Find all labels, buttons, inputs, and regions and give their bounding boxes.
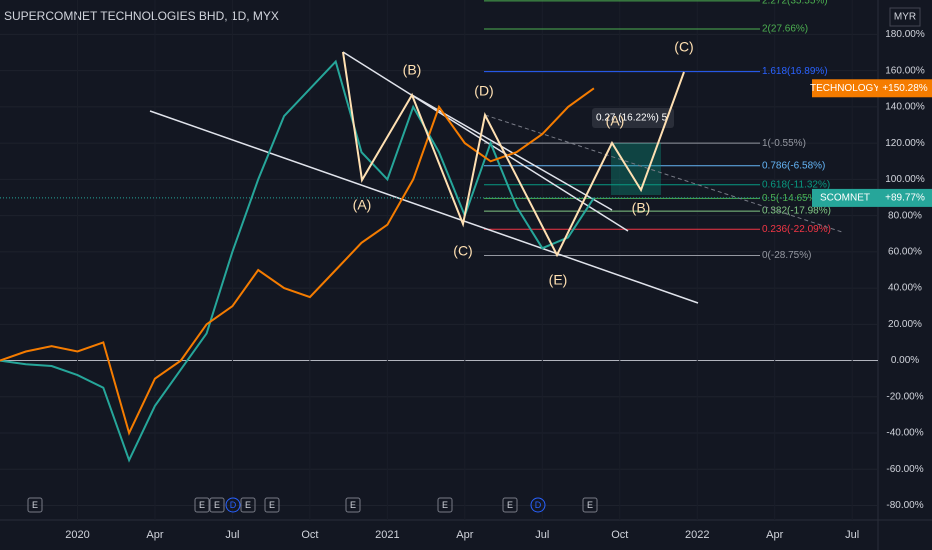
wave-label: (C) bbox=[453, 243, 472, 259]
value-tag bbox=[878, 188, 932, 207]
x-tick-label: Apr bbox=[456, 529, 473, 541]
x-tick-label: Oct bbox=[611, 529, 628, 541]
wave-label: (B) bbox=[632, 200, 651, 216]
y-tick-label: -80.00% bbox=[886, 500, 923, 511]
x-tick-label: 2021 bbox=[375, 529, 399, 541]
fib-label: 0(-28.75%) bbox=[762, 250, 811, 261]
x-tick-label: Oct bbox=[301, 529, 318, 541]
currency-box bbox=[889, 7, 921, 27]
name-tag bbox=[812, 79, 878, 98]
trend-line bbox=[149, 110, 699, 304]
measure-label: 0.27 (16.22%) 5 bbox=[596, 113, 668, 124]
y-tick-label: 80.00% bbox=[888, 210, 922, 221]
event-badge bbox=[582, 497, 598, 513]
event-badge bbox=[345, 497, 361, 513]
x-tick-label: 2022 bbox=[685, 529, 709, 541]
wave-label: (A) bbox=[353, 197, 372, 213]
event-badge bbox=[225, 497, 241, 513]
event-label: D bbox=[535, 500, 542, 510]
x-tick-label: Jul bbox=[225, 529, 239, 541]
event-label: E bbox=[245, 500, 251, 510]
x-tick-label: 2020 bbox=[65, 529, 89, 541]
fib-label: 1.618(16.89%) bbox=[762, 66, 828, 77]
x-tick-label: Apr bbox=[766, 529, 783, 541]
currency: MYR bbox=[894, 12, 916, 23]
fib-label: 0.618(-11.32%) bbox=[762, 179, 830, 190]
series-name: TECHNOLOGY bbox=[810, 83, 880, 94]
value-label: +150.28% bbox=[882, 83, 927, 94]
event-label: E bbox=[507, 500, 513, 510]
value-tag bbox=[878, 79, 932, 98]
name-tag bbox=[812, 188, 878, 207]
y-tick-label: 160.00% bbox=[885, 65, 925, 76]
chart-title: SUPERCOMNET TECHNOLOGIES BHD, 1D, MYX bbox=[4, 9, 279, 23]
y-tick-label: -20.00% bbox=[886, 391, 923, 402]
measure-box bbox=[611, 143, 661, 195]
fib-label: 0.236(-22.09%) bbox=[762, 224, 831, 235]
event-badge bbox=[209, 497, 225, 513]
y-tick-label: 140.00% bbox=[885, 102, 925, 113]
x-tick-label: Apr bbox=[146, 529, 163, 541]
event-badge bbox=[27, 497, 43, 513]
y-tick-label: 100.00% bbox=[885, 174, 925, 185]
event-badge bbox=[194, 497, 210, 513]
wave-label: (E) bbox=[549, 272, 568, 288]
y-tick-label: 120.00% bbox=[885, 138, 925, 149]
y-tick-label: -40.00% bbox=[886, 428, 923, 439]
series-line bbox=[0, 87, 595, 436]
fib-label: 0.5(-14.65%) bbox=[762, 193, 820, 204]
event-badge bbox=[502, 497, 518, 513]
y-tick-label: 40.00% bbox=[888, 283, 922, 294]
event-badge bbox=[437, 497, 453, 513]
value-label: +89.77% bbox=[885, 193, 925, 204]
event-badge bbox=[530, 497, 546, 513]
event-badge bbox=[264, 497, 280, 513]
series-line bbox=[0, 59, 595, 463]
x-tick-label: Jul bbox=[845, 529, 859, 541]
trend-line bbox=[342, 51, 629, 232]
event-label: E bbox=[442, 500, 448, 510]
y-tick-label: 20.00% bbox=[888, 319, 922, 330]
x-tick-label: Jul bbox=[535, 529, 549, 541]
fib-label: 0.786(-6.58%) bbox=[762, 160, 825, 171]
wave-label: (A) bbox=[606, 113, 625, 129]
wave-line bbox=[342, 51, 685, 258]
event-label: E bbox=[214, 500, 220, 510]
fib-label: 2(27.66%) bbox=[762, 24, 808, 35]
event-label: E bbox=[269, 500, 275, 510]
series-name: SCOMNET bbox=[820, 193, 870, 204]
event-label: E bbox=[587, 500, 593, 510]
event-label: D bbox=[230, 500, 237, 510]
y-tick-label: 180.00% bbox=[885, 29, 925, 40]
measure-label-box bbox=[592, 108, 674, 128]
event-label: E bbox=[199, 500, 205, 510]
event-label: E bbox=[350, 500, 356, 510]
fib-label: 2.272(35.55%) bbox=[762, 0, 828, 7]
fib-label: 0.382(-17.98%) bbox=[762, 206, 831, 217]
wave-label: (B) bbox=[403, 62, 422, 78]
y-tick-label: -60.00% bbox=[886, 464, 923, 475]
event-label: E bbox=[32, 500, 38, 510]
y-tick-label: 0.00% bbox=[891, 355, 919, 366]
event-badge bbox=[240, 497, 256, 513]
fib-label: 1(-0.55%) bbox=[762, 138, 806, 149]
wave-label: (D) bbox=[474, 83, 493, 99]
wave-label: (C) bbox=[674, 39, 693, 55]
y-tick-label: 60.00% bbox=[888, 246, 922, 257]
